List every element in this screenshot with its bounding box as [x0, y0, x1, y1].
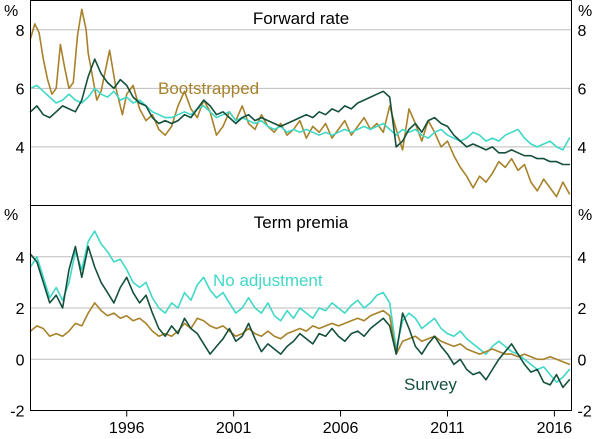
y-unit-right-bottom: % — [578, 207, 592, 224]
x-tick-labels: 1996 2001 2006 2011 2016 — [109, 410, 573, 437]
y-tick-left-bottom-2: 2 — [16, 301, 25, 318]
panel-frame-bottom — [30, 205, 572, 411]
y-tick-left-top-1: 6 — [16, 81, 25, 98]
series-label-no-adjustment: No adjustment — [213, 271, 323, 290]
panel-title-forward-rate: Forward rate — [253, 9, 349, 28]
y-tick-right-top-1: 6 — [578, 81, 587, 98]
y-tick-left-bottom-0: -2 — [10, 404, 24, 421]
x-tick-label-0: 1996 — [109, 420, 145, 437]
y-tick-right-bottom-2: 2 — [578, 301, 587, 318]
y-tick-right-bottom-0: -2 — [578, 404, 592, 421]
panel-title-term-premia: Term premia — [254, 213, 349, 232]
y-tick-left-top-2: 8 — [16, 23, 25, 40]
y-unit-left-bottom: % — [4, 207, 18, 224]
y-tick-right-top-0: 4 — [578, 140, 587, 157]
x-tick-label-4: 2016 — [537, 420, 573, 437]
series-line-bottom-0 — [29, 230, 571, 384]
series-line-top-1 — [29, 84, 571, 151]
y-tick-right-bottom-3: 4 — [578, 250, 587, 267]
y-tick-left-bottom-3: 4 — [16, 250, 25, 267]
y-tick-left-bottom-1: 0 — [16, 352, 25, 369]
x-tick-label-1: 2001 — [216, 420, 252, 437]
panel-term-premia: Term premia % % -2 -2 0 0 2 2 4 4 1996 2001 2006 2… — [4, 205, 592, 437]
y-tick-left-top-0: 4 — [16, 140, 25, 157]
y-unit-left-top: % — [4, 3, 18, 20]
y-tick-labels-top: 4 4 6 6 8 8 — [16, 23, 587, 157]
series-label-survey: Survey — [404, 375, 457, 394]
x-tick-label-2: 2006 — [323, 420, 359, 437]
series-line-top-2 — [29, 58, 571, 166]
y-unit-right-top: % — [578, 3, 592, 20]
series-line-bottom-2 — [29, 245, 571, 389]
y-tick-right-top-2: 8 — [578, 23, 587, 40]
y-tick-labels-bottom: -2 -2 0 0 2 2 4 4 — [10, 250, 592, 421]
series-lines-top — [29, 8, 571, 198]
series-label-bootstrapped: Bootstrapped — [158, 79, 259, 98]
x-tick-label-3: 2011 — [430, 420, 465, 437]
series-line-bottom-1 — [29, 302, 571, 366]
series-lines-bottom — [29, 230, 571, 389]
y-tick-right-bottom-1: 0 — [578, 352, 587, 369]
